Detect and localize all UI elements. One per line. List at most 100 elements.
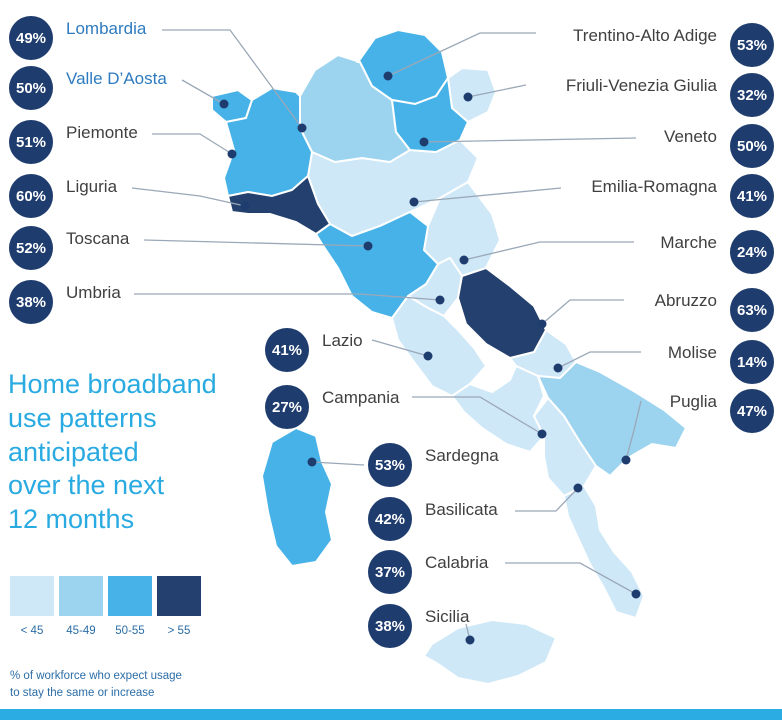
- callout-piemonte: 51% Piemonte: [9, 120, 138, 164]
- leader-umbria: [134, 293, 441, 301]
- callout-campania: 27% Campania: [265, 385, 400, 429]
- value-badge-liguria: 60%: [9, 174, 53, 218]
- dot-valle-daosta: [219, 99, 229, 109]
- dot-lazio: [423, 351, 433, 361]
- legend-swatch-gt55: [157, 576, 201, 616]
- dot-umbria: [435, 295, 445, 305]
- callout-emilia-romagna: 41% Emilia-Romagna: [591, 174, 774, 218]
- region-toscana: [314, 210, 440, 320]
- value-badge-valle-daosta: 50%: [9, 66, 53, 110]
- callout-valle-daosta: 50% Valle D’Aosta: [9, 66, 167, 110]
- region-label-molise: Molise: [667, 343, 717, 362]
- dot-abruzzo: [537, 319, 547, 329]
- leader-campania: [412, 396, 543, 435]
- region-puglia: [536, 360, 688, 478]
- callout-toscana: 52% Toscana: [9, 226, 129, 270]
- legend-label-45-49: 45-49: [66, 625, 96, 637]
- legend-swatch-lt45: [10, 576, 54, 616]
- callout-lombardia: 49% Lombardia: [9, 16, 146, 60]
- leader-veneto: [423, 137, 637, 143]
- dot-puglia: [621, 455, 631, 465]
- leader-toscana: [143, 239, 369, 247]
- value-badge-campania: 27%: [265, 385, 309, 429]
- callout-molise: 14% Molise: [668, 340, 774, 384]
- callout-calabria: 37% Calabria: [368, 550, 488, 594]
- legend-swatch-45-49: [59, 576, 103, 616]
- region-label-sicilia: Sicilia: [425, 607, 470, 626]
- callout-friuli-venezia-giulia: 32% Friuli-Venezia Giulia: [566, 73, 774, 117]
- region-label-calabria: Calabria: [425, 553, 489, 572]
- dot-piemonte: [227, 149, 237, 159]
- region-label-lombardia: Lombardia: [66, 19, 147, 38]
- value-badge-lazio: 41%: [265, 328, 309, 372]
- dot-trentino: [383, 71, 393, 81]
- leader-lines: [131, 29, 642, 641]
- value-badge-calabria: 37%: [368, 550, 412, 594]
- dot-molise: [553, 363, 563, 373]
- value-badge-umbria: 38%: [9, 280, 53, 324]
- callout-marche: 24% Marche: [660, 230, 774, 274]
- value-badge-emilia-romagna: 41%: [730, 174, 774, 218]
- leader-dots: [219, 71, 641, 645]
- dot-veneto: [419, 137, 429, 147]
- dot-campania: [537, 429, 547, 439]
- leader-liguria: [131, 187, 246, 207]
- callout-trentino-alto-adige: 53% Trentino-Alto Adige: [573, 23, 774, 67]
- region-label-campania: Campania: [322, 388, 400, 407]
- leader-abruzzo: [541, 299, 624, 325]
- legend-item-45-49: 45-49: [59, 576, 103, 637]
- dot-marche: [459, 255, 469, 265]
- dot-sicilia: [465, 635, 475, 645]
- leader-piemonte: [152, 133, 233, 155]
- value-badge-lombardia: 49%: [9, 16, 53, 60]
- page-title: Home broadband use patterns anticipated …: [8, 369, 217, 534]
- region-label-trentino: Trentino-Alto Adige: [573, 26, 717, 45]
- region-label-veneto: Veneto: [664, 127, 717, 146]
- region-label-toscana: Toscana: [66, 229, 130, 248]
- dot-toscana: [363, 241, 373, 251]
- region-label-puglia: Puglia: [669, 392, 717, 411]
- dot-emilia-romagna: [409, 197, 419, 207]
- callout-veneto: 50% Veneto: [664, 124, 774, 168]
- region-abruzzo: [456, 266, 548, 360]
- value-badge-sicilia: 38%: [368, 604, 412, 648]
- region-label-lazio: Lazio: [322, 331, 363, 350]
- leader-molise: [557, 351, 641, 369]
- region-sicilia: [422, 618, 558, 686]
- leader-trentino: [387, 32, 536, 77]
- value-badge-toscana: 52%: [9, 226, 53, 270]
- callout-basilicata: 42% Basilicata: [368, 497, 498, 541]
- region-label-liguria: Liguria: [66, 177, 118, 196]
- callout-liguria: 60% Liguria: [9, 174, 117, 218]
- legend-label-gt55: > 55: [167, 625, 191, 637]
- region-calabria: [562, 484, 646, 620]
- value-badge-molise: 14%: [730, 340, 774, 384]
- leader-lazio: [371, 339, 429, 357]
- leader-basilicata: [515, 487, 579, 512]
- region-label-emilia-romagna: Emilia-Romagna: [591, 177, 717, 196]
- dot-friuli: [463, 92, 473, 102]
- value-badge-trentino: 53%: [730, 23, 774, 67]
- callout-abruzzo: 63% Abruzzo: [655, 288, 774, 332]
- value-badge-puglia: 47%: [730, 389, 774, 433]
- region-label-sardegna: Sardegna: [425, 446, 499, 465]
- legend-swatch-50-55: [108, 576, 152, 616]
- callout-sardegna: 53% Sardegna: [368, 443, 499, 487]
- legend-item-gt55: > 55: [157, 576, 201, 637]
- leader-sardegna: [311, 461, 365, 466]
- footnote: % of workforce who expect usage to stay …: [10, 670, 182, 700]
- legend-item-lt45: < 45: [10, 576, 54, 637]
- callout-umbria: 38% Umbria: [9, 280, 121, 324]
- leader-lombardia: [162, 29, 303, 129]
- dot-lombardia: [297, 123, 307, 133]
- leader-marche: [463, 241, 634, 261]
- region-label-marche: Marche: [660, 233, 717, 252]
- legend-label-lt45: < 45: [20, 625, 44, 637]
- region-liguria: [226, 174, 332, 236]
- region-sardegna: [260, 426, 334, 568]
- dot-sardegna: [307, 457, 317, 467]
- dot-liguria: [240, 201, 250, 211]
- value-badge-abruzzo: 63%: [730, 288, 774, 332]
- region-label-basilicata: Basilicata: [425, 500, 498, 519]
